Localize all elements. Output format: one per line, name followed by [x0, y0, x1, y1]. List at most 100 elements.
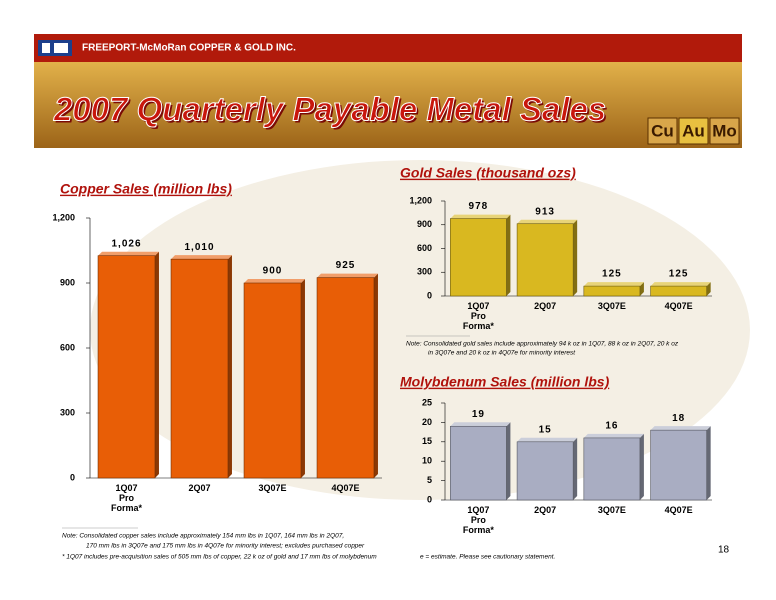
badge [678, 117, 709, 145]
badge-label: Mo [712, 121, 737, 140]
header-bar [34, 34, 742, 62]
chart-title: Molybdenum Sales (million lbs) [400, 374, 610, 390]
bar-side [154, 251, 159, 478]
value-label: 913 [535, 206, 555, 217]
bar-side [706, 282, 711, 296]
value-label: 125 [669, 269, 689, 280]
bar [450, 218, 507, 297]
bar [97, 255, 156, 479]
x-tick-label: 1Q07 Pro Forma* [111, 483, 143, 513]
x-tick-label: 2Q07 [188, 483, 210, 493]
bar [583, 285, 641, 297]
bar [650, 285, 707, 297]
y-tick-label: 0 [427, 290, 432, 300]
y-tick-label: 600 [60, 342, 75, 352]
bar-side [227, 255, 232, 478]
chart-title: Gold Sales (thousand ozs) [400, 165, 576, 181]
x-tick-label: 1Q07 Pro Forma* [463, 505, 495, 535]
bar-top [317, 273, 378, 278]
footnote: * 1Q07 includes pre-acquisition sales of… [62, 554, 377, 561]
value-label: 16 [605, 421, 618, 432]
bar [243, 282, 302, 479]
bar-side [573, 219, 578, 296]
value-label: 125 [602, 269, 622, 280]
bar-side [706, 426, 711, 500]
page-number: 18 [718, 545, 730, 556]
bar-top [244, 279, 305, 283]
bar-side [506, 214, 511, 296]
bar [450, 425, 507, 501]
x-tick-label: 4Q07E [665, 301, 693, 311]
y-tick-label: 1,200 [52, 212, 75, 222]
bar-top [650, 282, 711, 287]
value-label: 1,010 [184, 242, 214, 253]
y-tick-label: 0 [70, 472, 75, 482]
chart-title: Copper Sales (million lbs) [60, 181, 232, 197]
title-shadow: 2007 Quarterly Payable Metal Sales [55, 93, 608, 130]
value-label: 925 [336, 260, 356, 271]
gold-note: Note: Consolidated gold sales include ap… [406, 341, 679, 348]
badge-label: Au [682, 121, 705, 140]
x-tick-label: 3Q07E [598, 301, 626, 311]
y-tick-label: 25 [422, 397, 432, 407]
bar-side [300, 279, 305, 478]
bar [583, 437, 641, 501]
title-band [34, 62, 742, 148]
bar-top [517, 437, 578, 442]
bar-top [583, 282, 644, 287]
x-tick-label: 2Q07 [534, 505, 556, 515]
badge [647, 117, 678, 145]
y-tick-label: 15 [422, 436, 432, 446]
bar-top [98, 251, 159, 256]
logo-mark [42, 43, 50, 53]
bar-top [650, 426, 711, 431]
y-tick-label: 20 [422, 417, 432, 427]
copper-note: Note: Consolidated copper sales include … [62, 533, 344, 540]
y-tick-label: 600 [417, 243, 432, 253]
y-tick-label: 10 [422, 456, 432, 466]
y-tick-label: 0 [427, 494, 432, 504]
bar-side [506, 422, 511, 500]
value-label: 1,026 [111, 238, 141, 249]
badge-label: Cu [651, 121, 674, 140]
bar [170, 258, 229, 479]
company-name: FREEPORT-McMoRan COPPER & GOLD INC. [82, 43, 296, 54]
slide-title: 2007 Quarterly Payable Metal Sales [53, 91, 606, 128]
bar-top [517, 219, 578, 224]
gold-note: in 3Q07e and 20 k oz in 4Q07e for minori… [428, 350, 576, 357]
bar [516, 441, 574, 501]
value-label: 18 [672, 413, 685, 424]
bar-side [573, 437, 578, 500]
bar-side [373, 273, 378, 478]
bar-top [450, 422, 511, 427]
value-label: 15 [539, 424, 552, 435]
bar-side [639, 282, 644, 296]
bar-side [639, 433, 644, 500]
x-tick-label: 4Q07E [331, 483, 359, 493]
bar [650, 429, 707, 501]
y-tick-label: 900 [60, 277, 75, 287]
y-tick-label: 5 [427, 475, 432, 485]
element-badges: Cu Au Mo [647, 117, 740, 145]
bar-top [450, 214, 511, 219]
x-tick-label: 1Q07 Pro Forma* [463, 301, 495, 331]
copper-note: 170 mm lbs in 3Q07e and 175 mm lbs in 4Q… [86, 543, 365, 550]
value-label: 19 [472, 409, 485, 420]
y-tick-label: 300 [60, 407, 75, 417]
value-label: 978 [469, 201, 489, 212]
y-tick-label: 300 [417, 267, 432, 277]
x-tick-label: 3Q07E [598, 505, 626, 515]
bar-top [583, 433, 644, 438]
bar [316, 277, 375, 479]
x-tick-label: 3Q07E [258, 483, 286, 493]
y-tick-label: 1,200 [409, 195, 432, 205]
y-tick-label: 900 [417, 219, 432, 229]
badge [709, 117, 740, 145]
bar-top [171, 255, 232, 260]
logo-mark [54, 43, 68, 53]
x-tick-label: 2Q07 [534, 301, 556, 311]
estimate-note: e = estimate. Please see cautionary stat… [420, 554, 556, 561]
bar [516, 223, 574, 297]
value-label: 900 [263, 266, 283, 277]
